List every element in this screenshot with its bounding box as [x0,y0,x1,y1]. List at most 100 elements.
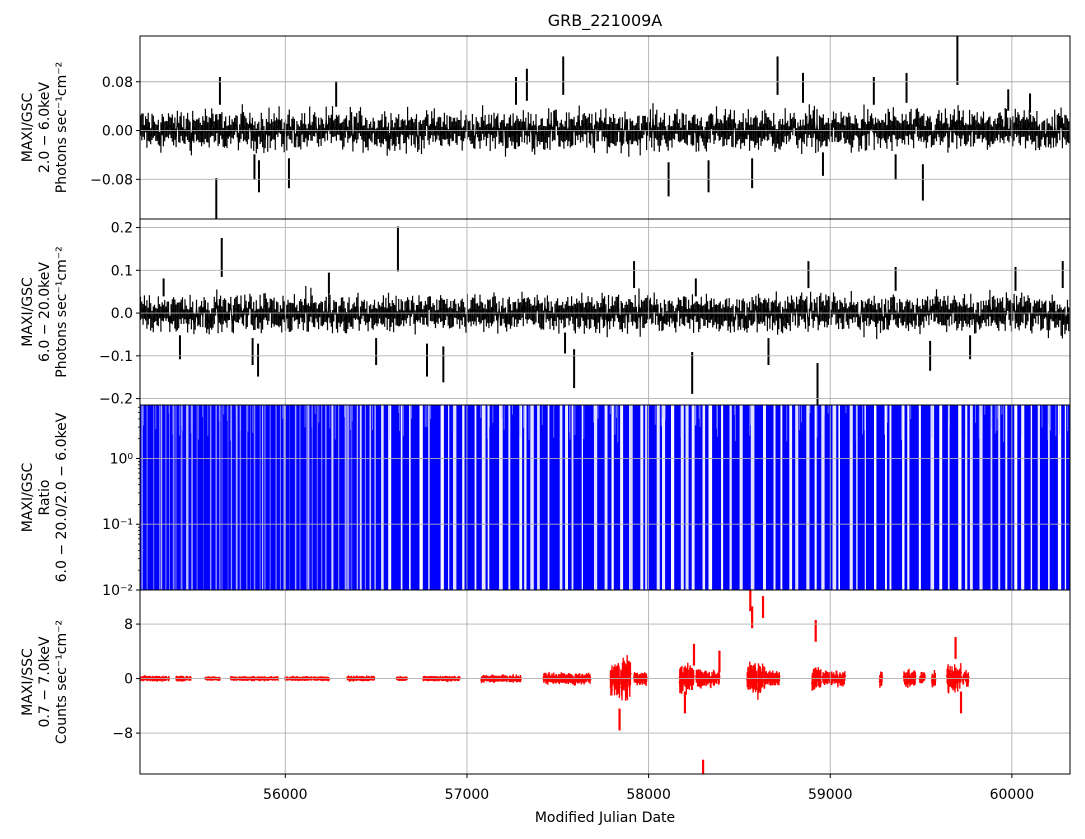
ratio-streak [402,405,404,436]
ratio-streak [247,405,249,432]
ratio-gap [1030,405,1033,590]
y-axis-label: MAXI/GSC2.0 − 6.0keVPhotons sec⁻¹cm⁻² [20,62,70,194]
y-tick-label: −0.1 [99,349,133,365]
ratio-streak [329,405,331,429]
ratio-streak [978,405,980,439]
ratio-streak [863,405,865,430]
y-tick-label: 0.00 [102,124,133,140]
y-axis-label-line: MAXI/GSC [20,277,36,347]
ratio-gap [230,405,233,590]
ratio-gap [708,405,713,590]
ratio-streak [399,405,401,431]
ratio-streak [617,405,619,443]
error-bars [140,103,1070,157]
panel-1: −0.08 0.00 0.08 MAXI/GSC2.0 − 6.0keVPhotons… [20,35,1071,220]
ratio-gap [165,405,167,590]
ratio-gap [400,405,403,590]
ratio-gap [219,405,221,590]
ratio-gap [685,405,689,590]
ratio-gap [729,405,732,590]
ratio-gap [474,405,477,590]
ratio-gap [990,405,993,590]
ratio-streak [884,405,885,435]
ratio-streak [426,405,428,428]
ratio-gap [279,405,281,590]
ratio-streak [207,405,209,436]
ratio-streak [931,405,933,438]
ratio-streak [574,405,576,436]
ratio-gap [1064,405,1067,590]
ratio-gap [750,405,755,590]
ratio-gap [159,405,161,590]
ratio-streak [180,405,182,426]
ratio-gap [344,405,347,590]
ratio-gap [215,405,217,590]
ratio-gap [806,405,810,590]
y-axis-label-line: 0.7 − 7.0keV [37,636,53,727]
ratio-gap [874,405,877,590]
ratio-streak [202,405,204,417]
ratio-gap [409,405,411,590]
x-axis: 56000 57000 58000 59000 60000 [263,787,1034,803]
y-tick-label: 0 [124,672,133,688]
ratio-streak [975,405,976,423]
ratio-streak [480,405,482,418]
ratio-gap [191,405,193,590]
ratio-gap [209,405,212,590]
ratio-gap [203,405,204,590]
ratio-gap [141,405,143,590]
ratio-streak [664,405,666,421]
ratio-streak [344,405,346,418]
ratio-streak [223,405,225,415]
ratio-streak [424,405,426,427]
y-tick-label: −0.2 [99,392,133,408]
ratio-streak [304,405,306,428]
y-axis-label: MAXI/GSCRatio6.0 − 20.0/2.0 − 6.0keV [20,412,70,582]
y-axis-label-line: MAXI/GSC [20,462,36,532]
panel-3: 10⁻² 10⁻¹ 10⁰ MAXI/GSCRatio6.0 − 20.0/2.0 −… [20,404,1071,599]
ratio-streak [1067,405,1069,431]
ratio-gap [311,405,313,590]
y-tick-label: −8 [112,726,133,742]
ratio-gap [440,405,444,590]
x-tick-label: 60000 [990,787,1035,803]
ratio-gap [169,405,170,590]
ratio-streak [654,405,656,425]
ratio-gap [187,405,189,590]
ratio-gap [620,405,624,590]
ratio-streak [838,405,840,436]
ratio-gap [250,405,251,590]
y-axis-label-line: Ratio [37,480,53,516]
ratio-streak [855,405,857,442]
ratio-streak [528,405,530,440]
ratio-gap [969,405,973,590]
ratio-gap [381,405,384,590]
ratio-gap [175,405,177,590]
ratio-gap [239,405,242,590]
ratio-streak [734,405,736,415]
ratio-streak [190,405,192,434]
ratio-streak [662,405,664,419]
ratio-gap [487,405,490,590]
ratio-gap [958,405,962,590]
ratio-streak [827,405,829,414]
ratio-streak [172,405,174,435]
ratio-streak [512,405,513,415]
ratio-streak [1041,405,1043,428]
ratio-gap [374,405,376,590]
ratio-streak [1001,405,1003,415]
ratio-streak [197,405,199,440]
ratio-gap [1005,405,1008,590]
ratio-gap [763,405,766,590]
ratio-gap [965,405,968,590]
ratio-gap [662,405,666,590]
ratio-gap [356,405,359,590]
ratio-gap [902,405,905,590]
ratio-gap [307,405,310,590]
ratio-streak [749,405,751,436]
y-axis-label-line: 6.0 − 20.0/2.0 − 6.0keV [54,412,70,582]
ratio-streak [311,405,313,428]
ratio-streak [318,405,320,423]
ratio-streak [452,405,454,433]
ratio-streak [1003,405,1005,443]
